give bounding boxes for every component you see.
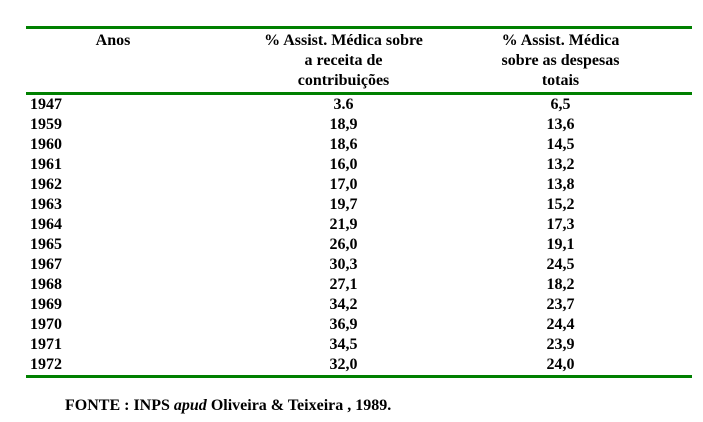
header-row: Anos % Assist. Médica sobre a receita de… (26, 27, 692, 95)
year-cell: 1972 (30, 356, 62, 373)
year-cell: 1959 (30, 116, 62, 133)
despesas-cell: 13,6 (546, 116, 575, 133)
despesas-cell: 24,5 (546, 256, 575, 273)
table-row: 1965 26,0 19,1 (26, 235, 692, 255)
table-row: 1962 17,0 13,8 (26, 175, 692, 195)
despesas-cell: 17,3 (546, 216, 575, 233)
table-row: 1969 34,2 23,7 (26, 295, 692, 315)
despesas-cell: 13,8 (546, 176, 575, 193)
year-cell: 1962 (30, 176, 62, 193)
column-header-line: a receita de (304, 52, 383, 69)
table-row: 1959 18,9 13,6 (26, 115, 692, 135)
table-row: 1947 3.6 6,5 (26, 94, 692, 116)
year-cell: 1964 (30, 216, 62, 233)
table-row: 1971 34,5 23,9 (26, 335, 692, 355)
despesas-cell: 24,4 (546, 316, 575, 333)
receita-cell: 16,0 (329, 156, 358, 173)
table-header: Anos % Assist. Médica sobre a receita de… (26, 27, 692, 95)
year-cell: 1970 (30, 316, 62, 333)
year-cell: 1967 (30, 256, 62, 273)
despesas-cell: 19,1 (546, 236, 575, 253)
column-header-line: sobre as despesas (501, 52, 620, 69)
receita-cell: 18,6 (329, 136, 358, 153)
despesas-cell: 23,9 (546, 336, 575, 353)
receita-cell: 27,1 (329, 276, 358, 293)
table-row: 1970 36,9 24,4 (26, 315, 692, 335)
table-row: 1961 16,0 13,2 (26, 155, 692, 175)
source-citation-apud: apud (173, 397, 207, 414)
receita-cell: 21,9 (329, 216, 358, 233)
year-cell: 1963 (30, 196, 62, 213)
year-cell: 1969 (30, 296, 62, 313)
receita-cell: 34,5 (329, 336, 358, 353)
year-cell: 1968 (30, 276, 62, 293)
receita-cell: 17,0 (329, 176, 358, 193)
table-row: 1972 32,0 24,0 (26, 355, 692, 377)
column-header-line: totais (541, 72, 580, 89)
column-header-anos: Anos (26, 27, 200, 95)
assistencia-medica-table: Anos % Assist. Médica sobre a receita de… (26, 26, 692, 378)
receita-cell: 32,0 (329, 356, 358, 373)
receita-cell: 3.6 (333, 96, 354, 113)
year-cell: 1960 (30, 136, 62, 153)
column-header-line: % Assist. Médica (501, 32, 620, 49)
despesas-cell: 13,2 (546, 156, 575, 173)
source-citation: FONTE : INPS apud Oliveira & Teixeira , … (65, 397, 391, 415)
table-row: 1960 18,6 14,5 (26, 135, 692, 155)
receita-cell: 30,3 (329, 256, 358, 273)
column-header-line: % Assist. Médica sobre (264, 32, 423, 49)
despesas-cell: 14,5 (546, 136, 575, 153)
table-row: 1968 27,1 18,2 (26, 275, 692, 295)
year-cell: 1947 (30, 96, 62, 113)
table-row: 1964 21,9 17,3 (26, 215, 692, 235)
receita-cell: 19,7 (329, 196, 358, 213)
source-citation-prefix: FONTE : INPS (65, 397, 174, 414)
column-header-line: contribuições (297, 72, 390, 89)
source-citation-suffix: Oliveira & Teixeira , 1989. (206, 397, 392, 414)
receita-cell: 36,9 (329, 316, 358, 333)
table-row: 1967 30,3 24,5 (26, 255, 692, 275)
year-cell: 1971 (30, 336, 62, 353)
receita-cell: 26,0 (329, 236, 358, 253)
table-body: 1947 3.6 6,5 1959 18,9 13,6 1960 18,6 14… (26, 94, 692, 377)
receita-cell: 18,9 (329, 116, 358, 133)
table-row: 1963 19,7 15,2 (26, 195, 692, 215)
column-header-line: Anos (95, 32, 131, 49)
despesas-cell: 18,2 (546, 276, 575, 293)
despesas-cell: 15,2 (546, 196, 575, 213)
column-header-despesas: % Assist. Médica sobre as despesas totai… (487, 27, 692, 95)
receita-cell: 34,2 (329, 296, 358, 313)
despesas-cell: 6,5 (550, 96, 571, 113)
column-header-receita: % Assist. Médica sobre a receita de cont… (200, 27, 487, 95)
year-cell: 1965 (30, 236, 62, 253)
despesas-cell: 24,0 (546, 356, 575, 373)
despesas-cell: 23,7 (546, 296, 575, 313)
year-cell: 1961 (30, 156, 62, 173)
